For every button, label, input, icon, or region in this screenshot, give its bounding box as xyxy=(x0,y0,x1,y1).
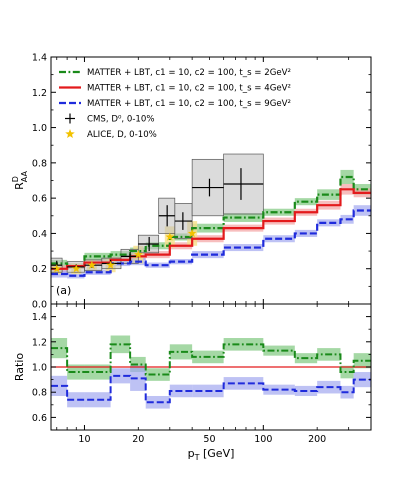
legend-label-s0: MATTER + LBT, c1 = 10, c2 = 100, t_s = 2… xyxy=(87,68,291,78)
lower-x-tick-label: 200 xyxy=(308,434,326,445)
lower-line-s0 xyxy=(51,343,371,376)
lower-band-s0-bin12 xyxy=(340,365,354,379)
alice-point-1 xyxy=(72,264,81,273)
lower-x-tick-label: 20 xyxy=(132,434,144,445)
legend-label-cms: CMS, D⁰, 0-10% xyxy=(87,115,155,125)
upper-line-s0 xyxy=(51,175,371,268)
upper-band-s2-bin11 xyxy=(317,219,341,227)
legend-label-s1: MATTER + LBT, c1 = 10, c2 = 100, t_s = 4… xyxy=(87,84,291,94)
x-axis-label: pT [GeV] xyxy=(188,447,235,462)
lower-band-s1-bin0 xyxy=(51,375,68,396)
legend-swatch-cms xyxy=(65,113,75,124)
alice-point-0 xyxy=(52,264,62,273)
alice-point-6 xyxy=(187,228,197,238)
x-axis-label-sub: T xyxy=(194,453,200,462)
upper-y-tick-label: 0.0 xyxy=(32,300,47,311)
lower-ratio-lines xyxy=(51,343,371,404)
lower-y-tick-label: 1.4 xyxy=(32,312,47,323)
panel-label: (a) xyxy=(56,284,71,297)
upper-y-tick-label: 0.4 xyxy=(32,229,47,240)
legend-swatch-alice xyxy=(65,129,75,139)
x-axis-label-unit: [GeV] xyxy=(199,447,234,460)
lower-band-s0-bin0 xyxy=(51,338,68,359)
cms-point-4 xyxy=(120,251,139,261)
legend: MATTER + LBT, c1 = 10, c2 = 100, t_s = 2… xyxy=(59,68,291,140)
lower-x-tick-label: 10 xyxy=(78,434,90,445)
lower-y-axis-label: Ratio xyxy=(13,353,26,382)
upper-y-axis-ticks: 0.0 0.2 0.4 0.6 0.8 1.0 1.2 1.4 xyxy=(32,53,371,311)
lower-y-tick-label: 1.0 xyxy=(32,363,47,374)
lower-x-tick-label: 100 xyxy=(254,434,272,445)
lower-y-axis-ticks: 0.6 0.8 1.0 1.2 1.4 xyxy=(32,312,371,424)
alice-point-4 xyxy=(134,250,143,259)
upper-band-s2-bin8 xyxy=(223,244,264,252)
upper-y-axis-label-sub: AA xyxy=(20,171,29,183)
upper-y-tick-label: 0.8 xyxy=(32,158,47,169)
upper-y-tick-label: 1.0 xyxy=(32,123,47,134)
upper-band-s0-bin8 xyxy=(223,213,264,222)
lower-band-s1-bin1 xyxy=(67,392,85,408)
upper-y-tick-label: 0.2 xyxy=(32,264,47,275)
lower-band-s0-bin5 xyxy=(145,368,170,381)
upper-data-points xyxy=(51,168,264,273)
upper-y-axis-label-main: R xyxy=(13,182,26,190)
lower-y-tick-label: 0.8 xyxy=(32,388,47,399)
upper-line-s1 xyxy=(51,188,371,270)
lower-band-s0-bin1 xyxy=(67,364,85,380)
upper-y-axis-label: RDAA xyxy=(11,171,29,190)
upper-panel: 0.0 0.2 0.4 0.6 0.8 1.0 1.2 1.4 RDAA (a) MATTER… xyxy=(11,53,372,311)
lower-band-s1-bin9 xyxy=(263,384,295,395)
lower-panel: 0.6 0.8 1.0 1.2 1.4 10 20 50 100 200 Ratio pT [G… xyxy=(13,303,372,462)
cms-point-5 xyxy=(138,236,159,252)
lower-ratio-bands xyxy=(51,335,371,409)
lower-band-s1-bin3 xyxy=(110,368,131,384)
lower-band-s0-bin9 xyxy=(263,345,295,356)
lower-x-axis-ticks: 10 20 50 100 200 xyxy=(56,304,372,445)
upper-y-tick-label: 0.6 xyxy=(32,194,47,205)
lower-band-s0-bin6 xyxy=(169,344,193,360)
lower-line-s1 xyxy=(51,374,371,404)
upper-line-s2 xyxy=(51,209,371,277)
cms-point-7 xyxy=(174,212,193,230)
upper-model-lines xyxy=(51,175,371,277)
cms-point-8 xyxy=(192,178,224,197)
upper-band-s0-bin9 xyxy=(263,208,295,216)
cms-point-6 xyxy=(158,205,175,227)
lower-y-tick-label: 0.6 xyxy=(32,413,47,424)
legend-label-alice: ALICE, D, 0-10% xyxy=(87,130,157,140)
alice-point-2 xyxy=(87,260,97,269)
upper-y-tick-label: 1.2 xyxy=(32,88,47,99)
cms-point-9 xyxy=(223,168,264,200)
legend-label-s2: MATTER + LBT, c1 = 10, c2 = 100, t_s = 9… xyxy=(87,99,291,109)
lower-y-tick-label: 1.2 xyxy=(32,337,47,348)
lower-x-tick-label: 50 xyxy=(203,434,215,445)
alice-point-3 xyxy=(106,260,115,269)
alice-point-5 xyxy=(165,232,175,241)
x-axis-label-p: p xyxy=(188,447,195,460)
upper-y-axis-label-sup: D xyxy=(11,176,20,182)
lower-band-s1-bin4 xyxy=(130,365,146,391)
upper-y-tick-label: 1.4 xyxy=(32,53,47,64)
